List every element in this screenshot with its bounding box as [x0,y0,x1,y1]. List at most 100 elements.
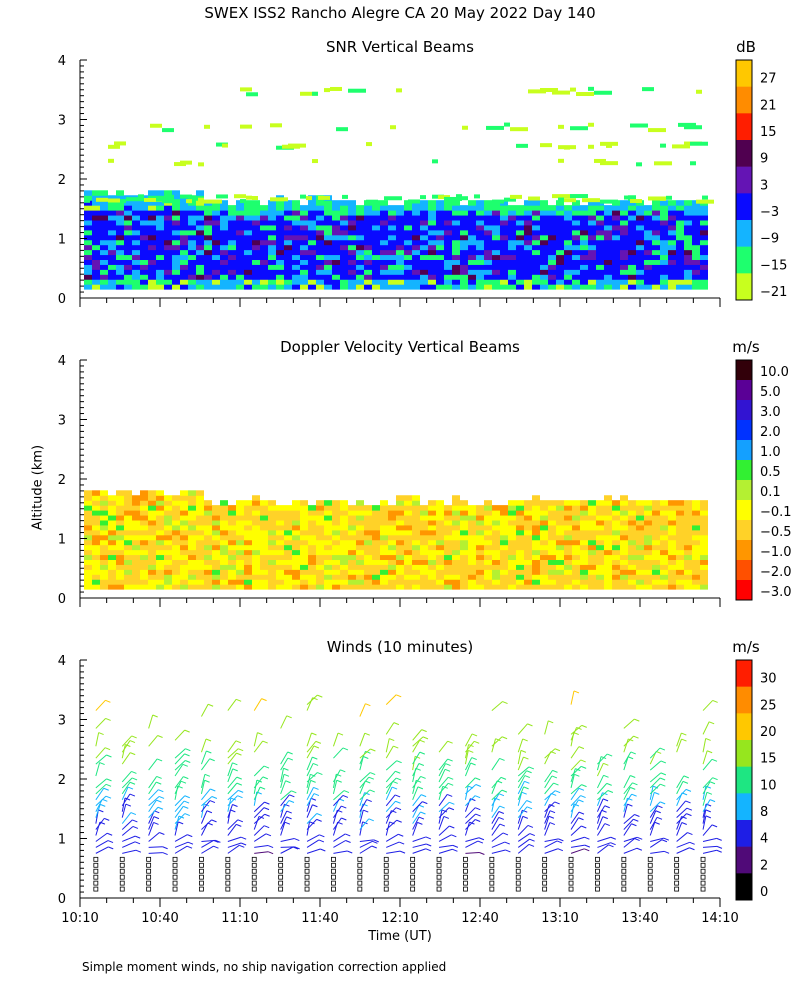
heatmap-cell [516,239,524,246]
heatmap-cell [604,284,612,290]
heatmap-cell [484,534,492,541]
heatmap-cell [548,564,556,570]
heatmap-cell [684,529,692,536]
heatmap-cell [380,234,388,241]
wind-barb-feather [106,778,112,782]
wind-barb [702,700,714,711]
heatmap-cell [484,579,492,585]
heatmap-cell [540,534,548,541]
heatmap-cell [316,500,324,506]
wind-barb-feather [444,768,451,772]
heatmap-cell [148,539,156,546]
heatmap-cell [468,554,476,561]
heatmap-cell [188,559,196,565]
calm-marker [515,856,521,862]
heatmap-cell [240,199,246,204]
heatmap-cell [580,264,588,270]
heatmap-cell [692,219,700,226]
heatmap-cell [236,514,244,521]
heatmap-cell [212,524,220,531]
wind-barb-feather [285,780,291,784]
wind-barb-feather [294,838,300,842]
heatmap-cell [288,143,306,148]
wind-barb [148,806,159,819]
heatmap-cell [276,254,284,261]
heatmap-cell [676,269,684,275]
heatmap-cell [92,584,100,590]
heatmap-cell [524,269,532,275]
heatmap-cell [156,210,164,216]
heatmap-cell [380,579,388,585]
heatmap-cell [244,554,252,561]
wind-barb-feather [683,775,689,779]
heatmap-cell [648,196,666,201]
heatmap-cell [348,510,356,516]
colorbar-swatch [736,140,752,167]
heatmap-cell [172,514,180,521]
wind-barb [280,810,288,824]
heatmap-cell [324,514,332,521]
heatmap-cell [660,584,668,590]
heatmap-cell [100,505,108,511]
calm-marker [542,868,548,874]
wind-barb-feather [606,782,612,786]
heatmap-cell [508,524,516,531]
heatmap-cell [388,219,396,226]
heatmap-cell [188,279,196,285]
wind-barb-feather [182,763,188,767]
heatmap-cell [268,505,276,511]
wind-barb [623,751,632,765]
heatmap-cell [492,210,500,216]
wind-barb [491,817,500,830]
heatmap-cell [508,559,516,565]
heatmap-cell [572,274,580,280]
heatmap-cell [540,200,548,206]
wind-barb [227,762,233,777]
heatmap-cell [692,569,700,575]
wind-barb [227,795,238,807]
wind-barb-feather [557,848,564,852]
heatmap-cell [92,495,100,501]
heatmap-cell [156,549,164,556]
heatmap-cell [108,158,114,163]
heatmap-cell [700,219,708,226]
heatmap-cell [524,234,532,241]
heatmap-cell [308,205,316,211]
heatmap-cell [420,269,428,275]
wind-barb-feather [395,807,402,811]
heatmap-cell [572,564,580,570]
heatmap-cell [108,224,116,231]
heatmap-cell [420,259,428,265]
heatmap-cell [604,229,612,236]
colorbar-swatch [736,820,752,847]
heatmap-cell [516,510,524,516]
heatmap-cell [412,524,420,531]
heatmap-cell [364,554,372,561]
heatmap-cell [460,549,468,556]
heatmap-cell [700,254,708,261]
heatmap-cell [348,544,356,551]
heatmap-cell [580,524,588,531]
heatmap-cell [284,274,292,280]
heatmap-cell [484,205,492,211]
colorbar-swatch [736,500,752,521]
heatmap-cell [196,234,204,241]
heatmap-cell [332,544,340,551]
calm-marker [278,874,284,880]
wind-barb-feather [262,776,269,780]
heatmap-cell [284,554,292,561]
wind-barb [121,819,133,830]
calm-marker [595,856,600,862]
wind-barb-feather [130,812,137,816]
wind-barb-feather [477,840,484,844]
heatmap-cell [188,584,196,590]
wind-barb [438,844,453,848]
heatmap-cell [580,234,588,241]
heatmap-cell [524,264,532,270]
heatmap-cell [156,524,164,531]
heatmap-cell [612,584,620,590]
heatmap-cell [548,510,556,516]
heatmap-cell [484,279,492,285]
heatmap-cell [220,529,228,536]
heatmap-cell [260,259,268,265]
